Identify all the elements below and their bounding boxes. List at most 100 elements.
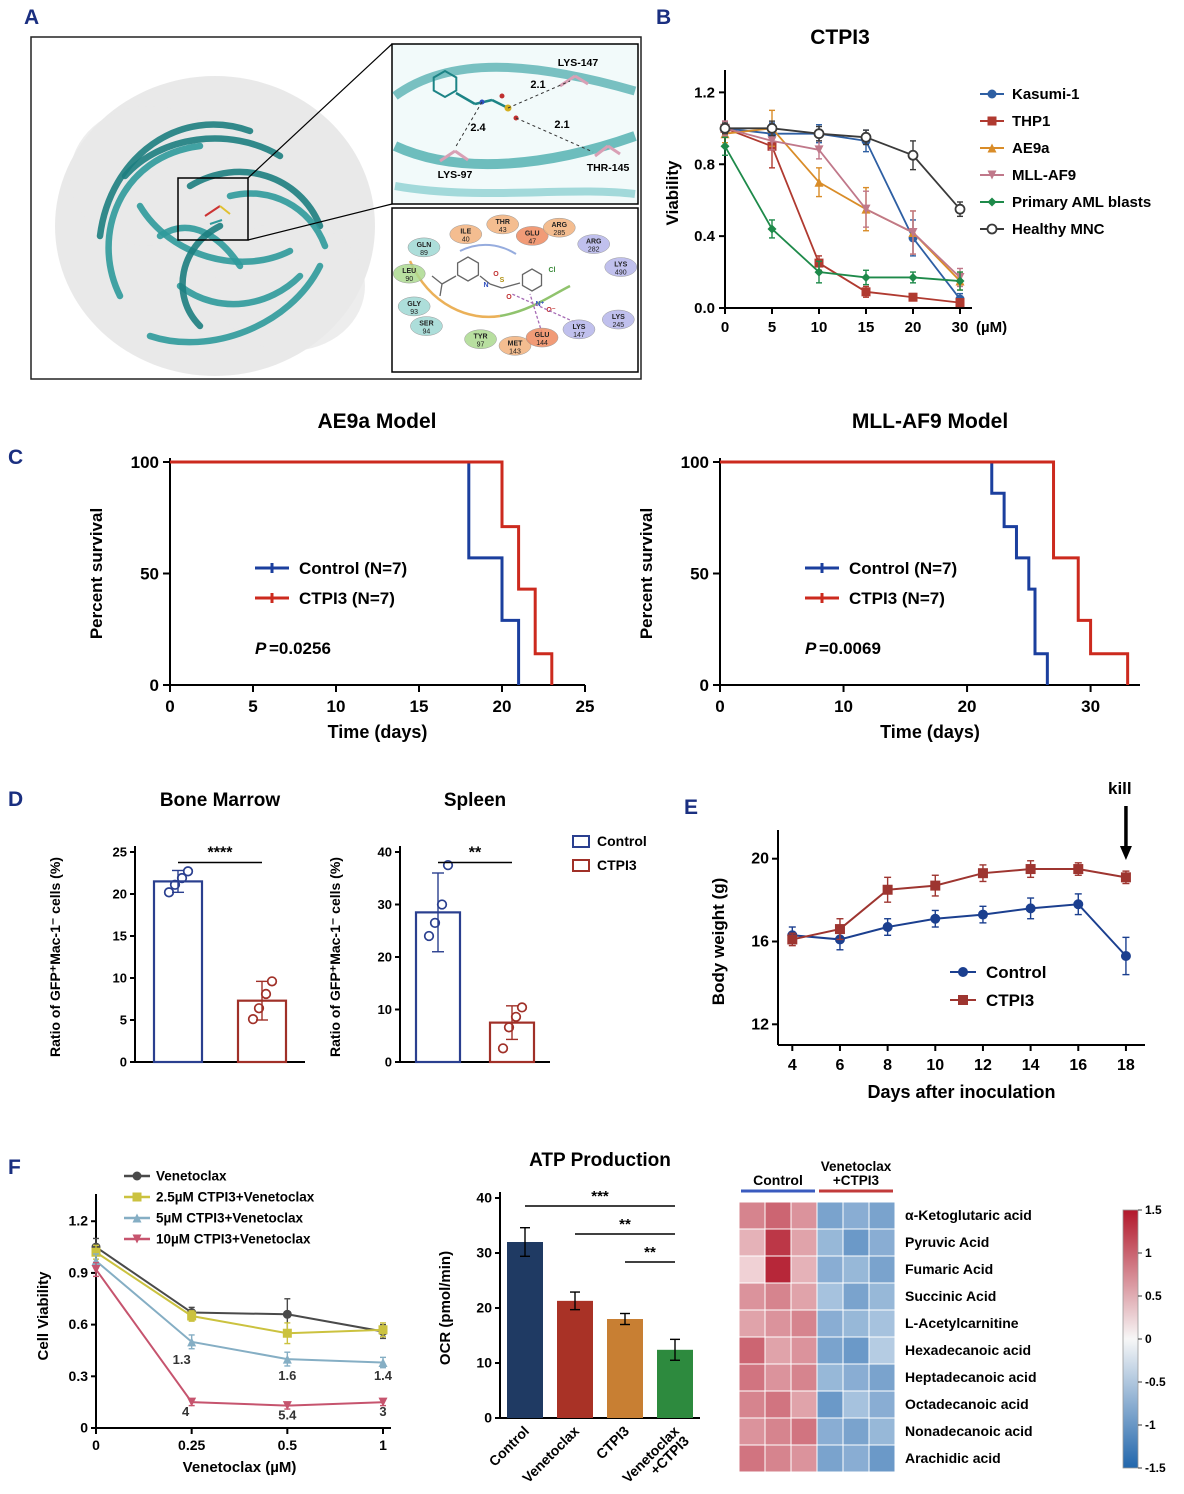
svg-text:0.8: 0.8: [694, 156, 715, 173]
panel-b-label: B: [656, 6, 672, 29]
svg-text:Control: Control: [986, 963, 1046, 982]
svg-text:1.3: 1.3: [173, 1352, 191, 1367]
svg-text:89: 89: [420, 250, 428, 257]
svg-text:CTPI3: CTPI3: [593, 1423, 633, 1463]
panel-c1-chart: 0 50 100 0 5 10 15 20 25 Time (days) Percent survi…: [40, 450, 620, 755]
panel-d1-title: Bone Marrow: [159, 790, 281, 811]
legend-item-control: Control: [572, 833, 647, 849]
svg-text:282: 282: [588, 247, 600, 254]
svg-text:0: 0: [120, 1055, 127, 1070]
svg-text:-0.5: -0.5: [1145, 1375, 1166, 1389]
svg-text:N⁺: N⁺: [536, 301, 545, 308]
svg-text:10: 10: [834, 697, 853, 716]
svg-text:143: 143: [509, 348, 521, 355]
svg-text:**: **: [644, 1244, 656, 1261]
svg-text:50: 50: [140, 565, 159, 584]
viability-line-chart: 0.0 0.4 0.8 1.2 0 5 10 15 20 30 (µM) Viability Kasum…: [663, 70, 1151, 336]
svg-text:Pyruvic Acid: Pyruvic Acid: [905, 1234, 989, 1250]
svg-text:OCR (pmol/min): OCR (pmol/min): [437, 1251, 454, 1365]
ae9a-survival-chart: 0 50 100 0 5 10 15 20 25 Time (days) Percent survi…: [87, 453, 594, 742]
svg-text:0.4: 0.4: [694, 228, 716, 245]
svg-text:Heptadecanoic acid: Heptadecanoic acid: [905, 1369, 1037, 1385]
svg-text:0: 0: [385, 1055, 392, 1070]
svg-text:40: 40: [462, 237, 470, 244]
svg-text:47: 47: [528, 238, 536, 245]
svg-text:Primary AML blasts: Primary AML blasts: [1012, 194, 1151, 211]
svg-text:LYS-97: LYS-97: [438, 169, 473, 181]
svg-text:0: 0: [721, 319, 729, 336]
svg-text:2.4: 2.4: [470, 122, 486, 134]
svg-text:ARG: ARG: [586, 239, 602, 246]
svg-text:LYS-147: LYS-147: [558, 57, 599, 69]
svg-text:2.5µM CTPI3+Venetoclax: 2.5µM CTPI3+Venetoclax: [156, 1190, 315, 1205]
panel-c1-title: AE9a Model: [317, 410, 437, 433]
ctpi3-legend-label: CTPI3: [597, 857, 637, 873]
svg-text:Octadecanoic acid: Octadecanoic acid: [905, 1396, 1029, 1412]
svg-text:P: P: [805, 639, 817, 658]
svg-text:0: 0: [715, 697, 724, 716]
svg-text:0.3: 0.3: [69, 1368, 89, 1384]
svg-text:5: 5: [120, 1013, 127, 1028]
panel-d2-title: Spleen: [443, 790, 507, 811]
svg-text:O: O: [493, 271, 499, 278]
svg-text:Healthy MNC: Healthy MNC: [1012, 221, 1105, 238]
svg-text:L-Acetylcarnitine: L-Acetylcarnitine: [905, 1315, 1019, 1331]
svg-text:10: 10: [113, 971, 127, 986]
svg-text:40: 40: [378, 845, 392, 860]
svg-text:Viability: Viability: [663, 160, 682, 225]
svg-text:5µM CTPI3+Venetoclax: 5µM CTPI3+Venetoclax: [156, 1211, 303, 1226]
body-weight-line-chart: 12 16 20 4 6 8 10 12 14 16 18 Days after inoculatio…: [709, 806, 1145, 1102]
svg-text:-1.5: -1.5: [1145, 1461, 1166, 1475]
panel-f-bar-title: ATP Production: [529, 1150, 671, 1171]
svg-text:+CTPI3: +CTPI3: [833, 1173, 880, 1188]
bone-marrow-bar-chart: 0 5 10 15 20 25 Ratio of GFP⁺Mac-1⁻ cells (%) *…: [47, 845, 305, 1070]
mllaf9-survival-chart: 0 50 100 0 10 20 30 Time (days) Percent survival…: [637, 453, 1140, 742]
svg-text:93: 93: [410, 309, 418, 316]
svg-text:Venetoclax: Venetoclax: [156, 1169, 227, 1184]
legend-item-ctpi3: CTPI3: [572, 857, 647, 873]
svg-text:Succinic Acid: Succinic Acid: [905, 1288, 996, 1304]
svg-text:18: 18: [1117, 1057, 1135, 1074]
metabolite-heatmap: α-Ketoglutaric acid Pyruvic Acid Fumaric A…: [738, 1159, 1166, 1475]
svg-text:30: 30: [476, 1245, 492, 1261]
svg-text:10: 10: [476, 1355, 492, 1371]
svg-text:N: N: [483, 282, 488, 289]
svg-text:-1: -1: [1145, 1418, 1156, 1432]
svg-text:10: 10: [327, 697, 346, 716]
svg-text:30: 30: [1081, 697, 1100, 716]
svg-text:3: 3: [379, 1404, 386, 1419]
svg-text:20: 20: [476, 1300, 492, 1316]
svg-text:Ratio of GFP⁺Mac-1⁻ cells (%): Ratio of GFP⁺Mac-1⁻ cells (%): [327, 857, 343, 1057]
svg-text:LYS: LYS: [614, 262, 627, 269]
svg-text:1: 1: [379, 1437, 387, 1453]
svg-text:THR-145: THR-145: [587, 162, 630, 174]
svg-text:5.4: 5.4: [278, 1407, 297, 1422]
panel-f-bar-chart: 0 10 20 30 40 OCR (pmol/min) Control Venetoclax…: [428, 1178, 723, 1494]
svg-text:40: 40: [476, 1190, 492, 1206]
svg-text:10: 10: [926, 1057, 944, 1074]
svg-text:0.6: 0.6: [69, 1316, 89, 1332]
svg-text:AE9a: AE9a: [1012, 140, 1050, 157]
svg-text:LEU: LEU: [402, 268, 416, 275]
kill-annotation: kill: [1108, 779, 1132, 798]
svg-text:30: 30: [952, 319, 969, 336]
svg-text:0.9: 0.9: [69, 1264, 89, 1280]
svg-text:0: 0: [150, 676, 159, 695]
ctpi3-legend-swatch: [572, 858, 590, 872]
svg-text:Time (days): Time (days): [328, 722, 428, 742]
svg-text:(µM): (µM): [976, 319, 1007, 336]
svg-text:S: S: [500, 277, 505, 284]
svg-text:LYS: LYS: [612, 314, 625, 321]
svg-text:CTPI3 (N=7): CTPI3 (N=7): [299, 589, 395, 608]
svg-text:490: 490: [615, 270, 627, 277]
panel-d1-chart: 0 5 10 15 20 25 Ratio of GFP⁺Mac-1⁻ cells (%) *…: [40, 812, 320, 1112]
panel-f-line-chart: 0 0.3 0.6 0.9 1.2 0 0.25 0.5 1 Venetoclax (µM) Cel…: [28, 1162, 413, 1492]
svg-text:94: 94: [423, 329, 431, 336]
panel-c2-title: MLL-AF9 Model: [851, 410, 1009, 433]
svg-text:0: 0: [92, 1437, 100, 1453]
svg-text:5: 5: [248, 697, 257, 716]
svg-text:SER: SER: [419, 321, 433, 328]
svg-text:Venetoclax (µM): Venetoclax (µM): [183, 1459, 297, 1476]
